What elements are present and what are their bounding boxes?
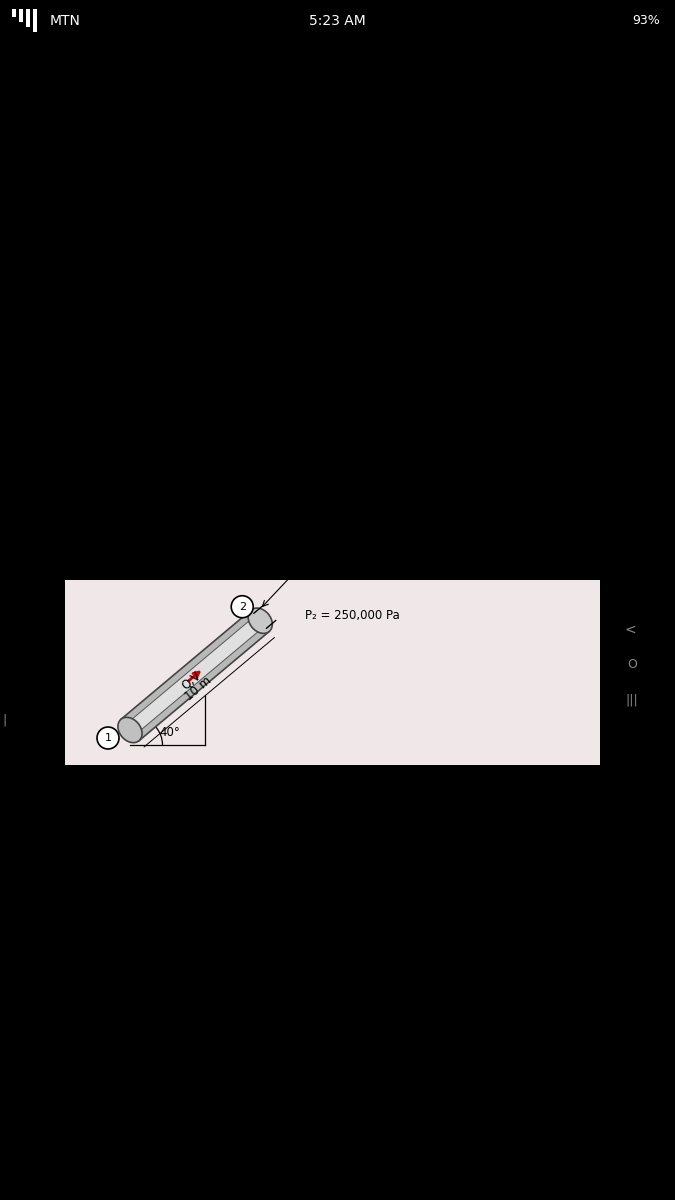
- Text: velocity and (e) the Reynolds number.: velocity and (e) the Reynolds number.: [15, 558, 294, 572]
- Circle shape: [232, 595, 253, 618]
- Polygon shape: [121, 610, 269, 740]
- Text: 1: 1: [105, 733, 111, 743]
- Text: P₂ = 250,000 Pa: P₂ = 250,000 Pa: [305, 610, 400, 623]
- Circle shape: [97, 727, 119, 749]
- Ellipse shape: [248, 608, 272, 634]
- Text: (b) compute hᵣ between 1 and 2, (c) compute discharge Q, (d) compute the average: (b) compute hᵣ between 1 and 2, (c) comp…: [15, 516, 633, 530]
- Text: sections 1 and 2, 10 m apart. Assuming steady laminar flow, (a) verify that the : sections 1 and 2, 10 m apart. Assuming s…: [15, 474, 675, 490]
- Text: An oil with specific gravity of 0.9 and kinematic viscosity of 0.0002 m²/s flows: An oil with specific gravity of 0.9 and …: [15, 390, 647, 404]
- Polygon shape: [126, 616, 265, 736]
- Text: <: <: [624, 623, 636, 637]
- Bar: [26, 8, 30, 26]
- Text: P₁ = 350,000 Pa, z₁ = 0: P₁ = 350,000 Pa, z₁ = 0: [120, 766, 258, 779]
- Bar: [33, 8, 37, 32]
- Text: 93%: 93%: [632, 14, 660, 28]
- Text: through an inclined pipe as shown below. The pressure and elevation are known at: through an inclined pipe as shown below.…: [15, 432, 624, 446]
- Bar: [12, 8, 16, 17]
- Text: Q,V: Q,V: [179, 668, 203, 692]
- Text: 40°: 40°: [159, 726, 180, 739]
- Text: O: O: [627, 659, 637, 672]
- Text: |: |: [3, 714, 7, 726]
- Text: MTN: MTN: [50, 14, 81, 28]
- Text: 10 m: 10 m: [182, 674, 214, 703]
- Text: 2: 2: [239, 601, 246, 612]
- Bar: [65, 580, 600, 766]
- Bar: [19, 8, 23, 22]
- Text: d = 6 cm: d = 6 cm: [268, 559, 322, 572]
- Text: 5:23 AM: 5:23 AM: [309, 14, 366, 28]
- Ellipse shape: [118, 718, 142, 743]
- Text: |||: |||: [626, 694, 639, 707]
